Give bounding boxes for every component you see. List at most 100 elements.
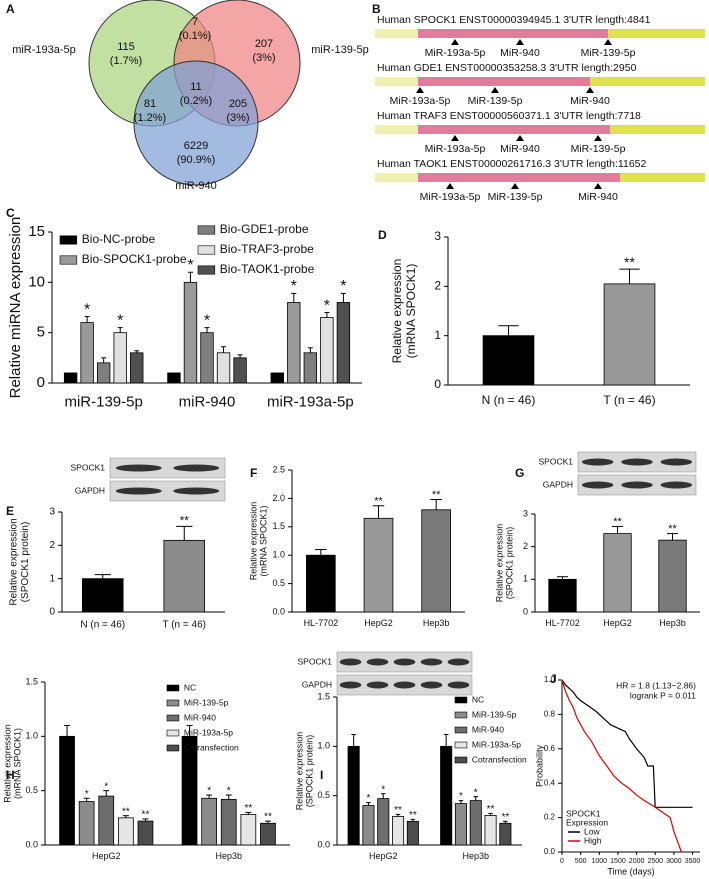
venn-count: 6229 <box>184 140 208 152</box>
y-tick-label: 5 <box>37 324 45 341</box>
x-tick-label: 2500 <box>647 858 663 865</box>
utr-segment <box>375 173 418 182</box>
blot-band <box>621 458 653 466</box>
venn-percent: (3%) <box>226 112 249 124</box>
y-axis-label: Relative expression <box>9 518 20 605</box>
y-axis-label: Relative expression <box>248 502 258 581</box>
bar <box>270 372 284 384</box>
site-label: MiR-139-5p <box>468 95 523 107</box>
x-tick-label: HepG2 <box>369 851 398 861</box>
blot-label: SPOCK1 <box>298 656 333 666</box>
utr-segment <box>418 29 608 38</box>
legend-swatch <box>454 741 468 749</box>
y-tick-label: 0.2 <box>544 813 556 822</box>
blot-band <box>339 681 362 689</box>
x-tick-label: HepG2 <box>92 851 121 861</box>
significance-label: ** <box>374 495 383 507</box>
y-axis-label: Relative miRNA expression <box>7 217 24 399</box>
blot-band <box>366 681 389 689</box>
site-marker <box>594 183 602 189</box>
blot-band <box>447 658 470 666</box>
venn-set <box>133 60 259 186</box>
significance-label: ** <box>432 489 441 501</box>
panel-letter: A <box>6 2 15 16</box>
blot-band <box>393 658 416 666</box>
venn-set-label: miR-139-5p <box>311 44 368 56</box>
bar <box>347 745 360 846</box>
significance-label: ** <box>264 812 272 823</box>
legend-label: Bio-SPOCK1-probe <box>82 252 187 266</box>
bar <box>499 822 512 846</box>
bar <box>80 322 94 384</box>
annotation: logrank P = 0.011 <box>630 690 696 700</box>
bar <box>200 332 214 384</box>
legend-label: Low <box>584 826 600 836</box>
significance-label: ** <box>142 810 150 821</box>
y-tick-label: 3 <box>49 507 55 518</box>
y-tick-label: 0.8 <box>544 710 556 719</box>
venn-set-label: miR-193a-5p <box>12 44 76 56</box>
x-tick-label: 500 <box>575 858 587 865</box>
bar <box>603 283 656 386</box>
y-tick-label: 0.0 <box>25 839 38 849</box>
venn-percent: (3%) <box>252 52 275 64</box>
y-tick-label: 15 <box>28 223 45 240</box>
blot-label: SPOCK1 <box>71 462 106 472</box>
legend-label: MiR-940 <box>184 712 216 722</box>
x-tick-label: HL-7702 <box>304 618 339 628</box>
y-tick-label: 0.6 <box>544 744 556 753</box>
blot-band <box>621 481 653 489</box>
utr-segment <box>620 173 705 182</box>
y-axis-label: (SPOCK1 protein) <box>305 735 315 808</box>
legend-swatch <box>454 726 468 734</box>
y-tick-label: 1 <box>434 328 441 342</box>
x-tick-label: Hep3b <box>423 618 450 628</box>
bar <box>98 795 115 846</box>
bar <box>482 335 535 386</box>
significance-label: * <box>474 787 478 798</box>
bar <box>78 801 95 846</box>
venn-percent: (1.2%) <box>134 112 166 124</box>
x-tick-label: Hep3b <box>462 851 489 861</box>
legend-swatch <box>166 744 180 752</box>
x-tick-label: 3500 <box>685 858 701 865</box>
bar <box>233 357 247 384</box>
venn-count: 81 <box>144 98 156 110</box>
x-tick-label: HL-7702 <box>545 618 580 628</box>
annotation: HR = 1.8 (1.13−2.86) <box>616 680 696 690</box>
site-marker <box>516 135 524 141</box>
legend-swatch <box>197 245 216 255</box>
x-tick-label: 0 <box>560 858 564 865</box>
panel-letter: I <box>320 768 323 782</box>
bar <box>454 803 467 846</box>
blot-label: SPOCK1 <box>539 456 574 466</box>
legend-label: Bio-GDE1-probe <box>220 222 309 236</box>
legend-label: MiR-193a-5p <box>472 739 521 749</box>
site-label: MiR-139-5p <box>571 143 626 155</box>
y-tick-label: 0 <box>434 377 441 391</box>
blot-band <box>115 464 162 472</box>
utr-segment <box>418 125 610 134</box>
significance-label: ** <box>487 804 495 815</box>
legend-label: Bio-TAOK1-probe <box>220 262 315 276</box>
bar <box>63 372 78 384</box>
y-tick-label: 10 <box>28 273 45 290</box>
x-tick-label: Hep3b <box>659 618 686 628</box>
x-tick-label: miR-193a-5p <box>267 393 354 410</box>
x-axis-label: Time (days) <box>607 866 654 876</box>
panel-letter: E <box>6 504 14 518</box>
y-tick-label: 2 <box>434 279 441 293</box>
legend-swatch <box>454 756 468 764</box>
site-marker <box>511 183 519 189</box>
blot-label: GAPDH <box>543 479 573 489</box>
survival-curve <box>561 679 682 853</box>
bar <box>81 578 124 613</box>
x-tick-label: miR-940 <box>179 393 236 410</box>
panel-letter: H <box>6 768 15 782</box>
legend-label: Cotransfection <box>472 754 527 764</box>
utr-segment <box>375 29 418 38</box>
site-marker <box>491 87 499 93</box>
blot-band <box>447 681 470 689</box>
